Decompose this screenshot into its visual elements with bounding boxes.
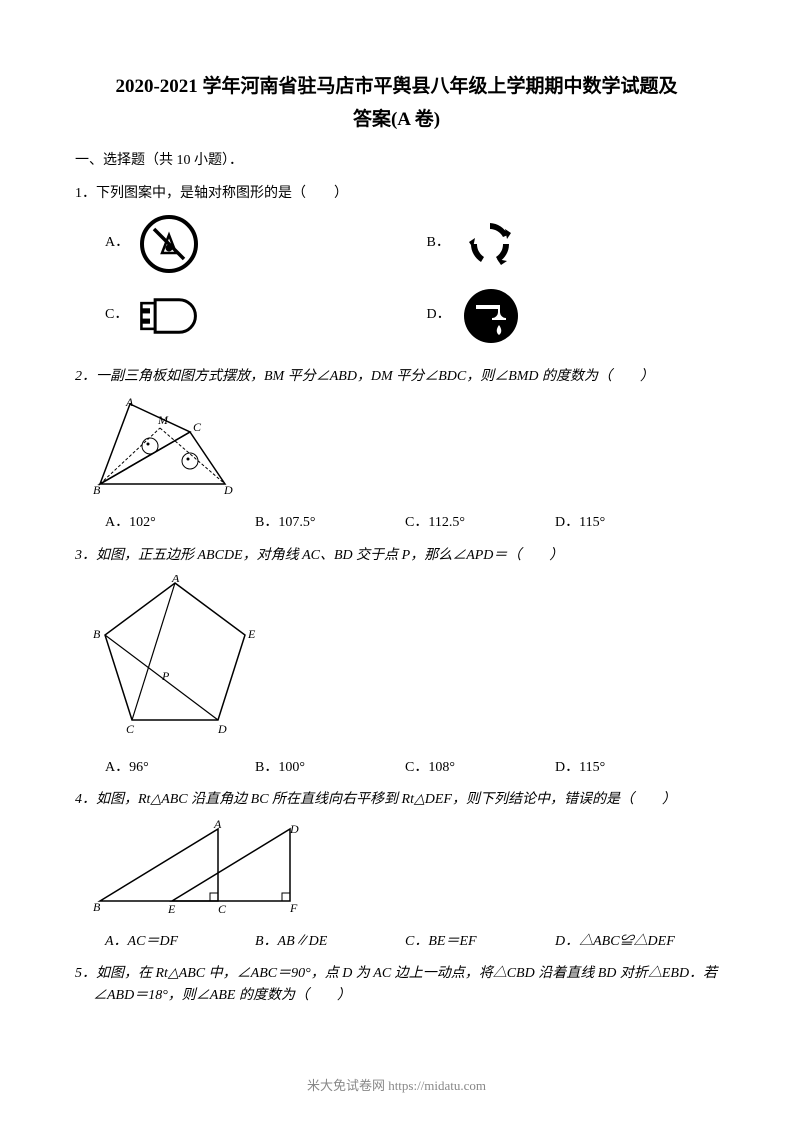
svg-text:A: A bbox=[125, 396, 134, 409]
svg-text:C: C bbox=[193, 420, 202, 434]
q2-options: A．102° B．107.5° C．112.5° D．115° bbox=[105, 512, 718, 534]
section-1-header: 一、选择题（共 10 小题）． bbox=[75, 149, 718, 169]
document-title: 2020-2021 学年河南省驻马店市平舆县八年级上学期期中数学试题及 bbox=[75, 70, 718, 104]
question-3: 3．如图，正五边形 ABCDE，对角线 AC、BD 交于点 P，那么∠APD＝（… bbox=[75, 545, 718, 779]
q4-optB: B．AB∥DE bbox=[255, 931, 405, 953]
question-5-text: 5．如图，在 Rt△ABC 中，∠ABC＝90°，点 D 为 AC 边上一动点，… bbox=[75, 963, 718, 1008]
q1-optC-label: C． bbox=[105, 304, 128, 326]
question-5: 5．如图，在 Rt△ABC 中，∠ABC＝90°，点 D 为 AC 边上一动点，… bbox=[75, 963, 718, 1008]
q3-optC: C．108° bbox=[405, 757, 555, 779]
q1-option-d: D． bbox=[397, 286, 719, 346]
svg-text:C: C bbox=[126, 722, 135, 736]
q2-optD: D．115° bbox=[555, 512, 705, 534]
svg-text:C: C bbox=[218, 902, 227, 914]
q3-options: A．96° B．100° C．108° D．115° bbox=[105, 757, 718, 779]
question-1: 1．下列图案中，是轴对称图形的是（ ） A． B． bbox=[75, 183, 718, 357]
q4-optC: C．BE＝EF bbox=[405, 931, 555, 953]
q1-optD-label: D． bbox=[427, 304, 451, 326]
svg-text:A: A bbox=[213, 819, 222, 831]
svg-text:F: F bbox=[289, 901, 298, 914]
q1-option-a: A． bbox=[75, 214, 397, 274]
q1-optB-label: B． bbox=[427, 232, 450, 254]
q2-optC: C．112.5° bbox=[405, 512, 555, 534]
question-4: 4．如图，Rt△ABC 沿直角边 BC 所在直线向右平移到 Rt△DEF，则下列… bbox=[75, 789, 718, 953]
q4-optA: A．AC＝DF bbox=[105, 931, 255, 953]
document-subtitle: 答案(A 卷) bbox=[75, 104, 718, 131]
svg-text:B: B bbox=[93, 483, 101, 496]
svg-text:D: D bbox=[223, 483, 233, 496]
q1-option-b: B． bbox=[397, 214, 719, 274]
footer-text: 米大免试卷网 https://midatu.com bbox=[0, 1075, 793, 1094]
question-2-text: 2．一副三角板如图方式摆放，BM 平分∠ABD，DM 平分∠BDC，则∠BMD … bbox=[75, 366, 718, 388]
svg-text:D: D bbox=[289, 822, 299, 836]
svg-text:M: M bbox=[157, 413, 169, 427]
question-3-text: 3．如图，正五边形 ABCDE，对角线 AC、BD 交于点 P，那么∠APD＝（… bbox=[75, 545, 718, 567]
question-4-text: 4．如图，Rt△ABC 沿直角边 BC 所在直线向右平移到 Rt△DEF，则下列… bbox=[75, 789, 718, 811]
q3-diagram: A E D C B P bbox=[90, 575, 718, 748]
q4-diagram: A D B E C F bbox=[90, 819, 718, 922]
svg-text:B: B bbox=[93, 900, 101, 914]
svg-text:A: A bbox=[171, 575, 180, 585]
svg-text:B: B bbox=[93, 627, 101, 641]
q1-option-c: C． bbox=[75, 286, 397, 346]
q4-options: A．AC＝DF B．AB∥DE C．BE＝EF D．△ABC≌△DEF bbox=[105, 931, 718, 953]
q1-icon-a bbox=[139, 214, 199, 274]
q3-optD: D．115° bbox=[555, 757, 705, 779]
svg-text:E: E bbox=[167, 902, 176, 914]
svg-text:P: P bbox=[161, 669, 170, 683]
question-2: 2．一副三角板如图方式摆放，BM 平分∠ABD，DM 平分∠BDC，则∠BMD … bbox=[75, 366, 718, 535]
q1-icon-b bbox=[460, 214, 520, 274]
q1-icon-c bbox=[138, 286, 198, 346]
q4-optD: D．△ABC≌△DEF bbox=[555, 931, 705, 953]
q3-optA: A．96° bbox=[105, 757, 255, 779]
svg-text:D: D bbox=[217, 722, 227, 736]
question-1-text: 1．下列图案中，是轴对称图形的是（ ） bbox=[75, 183, 718, 205]
q1-optA-label: A． bbox=[105, 232, 129, 254]
q1-icon-d bbox=[461, 286, 521, 346]
svg-text:E: E bbox=[247, 627, 256, 641]
q2-optA: A．102° bbox=[105, 512, 255, 534]
q3-optB: B．100° bbox=[255, 757, 405, 779]
q2-diagram: A C B D M bbox=[90, 396, 718, 504]
q2-optB: B．107.5° bbox=[255, 512, 405, 534]
